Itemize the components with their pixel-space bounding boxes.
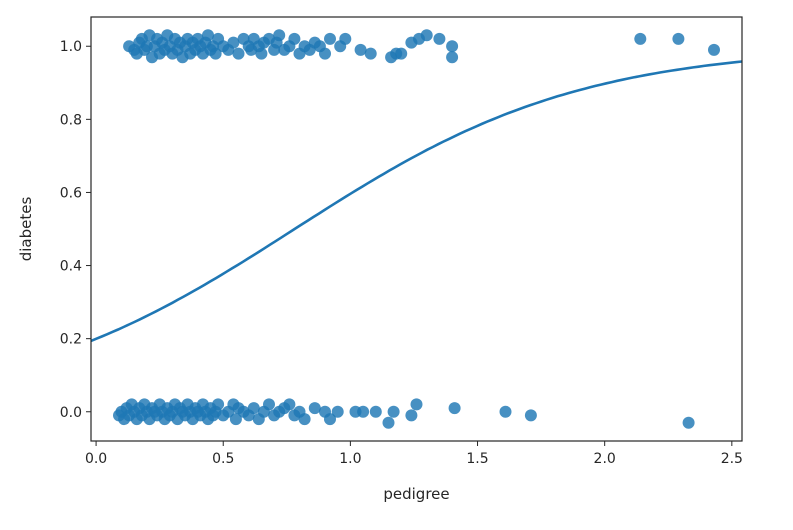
data-point bbox=[682, 416, 695, 429]
x-tick-label: 2.5 bbox=[721, 451, 743, 467]
scatter-points bbox=[113, 29, 720, 429]
data-point bbox=[634, 32, 647, 45]
data-point bbox=[255, 47, 268, 60]
data-point bbox=[331, 405, 344, 418]
data-point bbox=[324, 413, 336, 426]
data-point bbox=[672, 32, 685, 45]
data-point bbox=[446, 51, 459, 64]
data-point bbox=[209, 47, 222, 60]
data-point bbox=[283, 398, 296, 411]
x-axis-label: pedigree bbox=[383, 485, 449, 503]
data-point bbox=[395, 47, 408, 60]
data-point bbox=[357, 405, 370, 418]
data-point bbox=[324, 32, 336, 45]
data-point bbox=[288, 32, 301, 45]
data-point bbox=[420, 29, 433, 42]
data-point bbox=[298, 413, 311, 426]
data-point bbox=[382, 416, 395, 429]
y-tick-label: 1.0 bbox=[60, 39, 82, 55]
data-point bbox=[273, 29, 286, 42]
data-point bbox=[232, 47, 245, 60]
y-tick-label: 0.6 bbox=[60, 185, 82, 201]
plot-frame bbox=[90, 16, 743, 442]
x-tick-label: 0.5 bbox=[212, 451, 234, 467]
y-tick-label: 0.0 bbox=[60, 405, 82, 421]
data-point bbox=[446, 40, 459, 53]
data-point bbox=[202, 29, 214, 42]
y-axis-label: diabetes bbox=[17, 197, 35, 262]
data-point bbox=[524, 409, 537, 422]
logistic-regression-line bbox=[90, 60, 743, 343]
data-point bbox=[227, 36, 240, 49]
data-point bbox=[364, 47, 377, 60]
data-point bbox=[212, 398, 225, 411]
data-point bbox=[308, 402, 321, 415]
y-tick-label: 0.8 bbox=[60, 112, 82, 128]
x-tick-label: 1.0 bbox=[339, 451, 361, 467]
data-point bbox=[448, 402, 461, 415]
data-point bbox=[369, 405, 382, 418]
data-point bbox=[263, 398, 275, 411]
data-point bbox=[433, 32, 446, 45]
data-point bbox=[708, 43, 720, 56]
data-point bbox=[339, 32, 352, 45]
data-point bbox=[410, 398, 423, 411]
x-tick-label: 1.5 bbox=[466, 451, 488, 467]
data-point bbox=[387, 405, 400, 418]
data-point bbox=[354, 43, 367, 56]
data-point bbox=[229, 413, 242, 426]
x-tick-label: 0.0 bbox=[85, 451, 107, 467]
axes: 0.0 0.5 1.0 1.5 2.0 2.5 0.0 0.2 0.4 0.6 0.8 1.0 pedi… bbox=[17, 39, 743, 503]
y-tick-label: 0.4 bbox=[60, 259, 82, 275]
data-point bbox=[247, 402, 260, 415]
data-point bbox=[499, 405, 512, 418]
y-tick-label: 0.2 bbox=[60, 332, 82, 348]
data-point bbox=[405, 409, 418, 422]
data-point bbox=[319, 47, 331, 60]
x-tick-label: 2.0 bbox=[594, 451, 616, 467]
